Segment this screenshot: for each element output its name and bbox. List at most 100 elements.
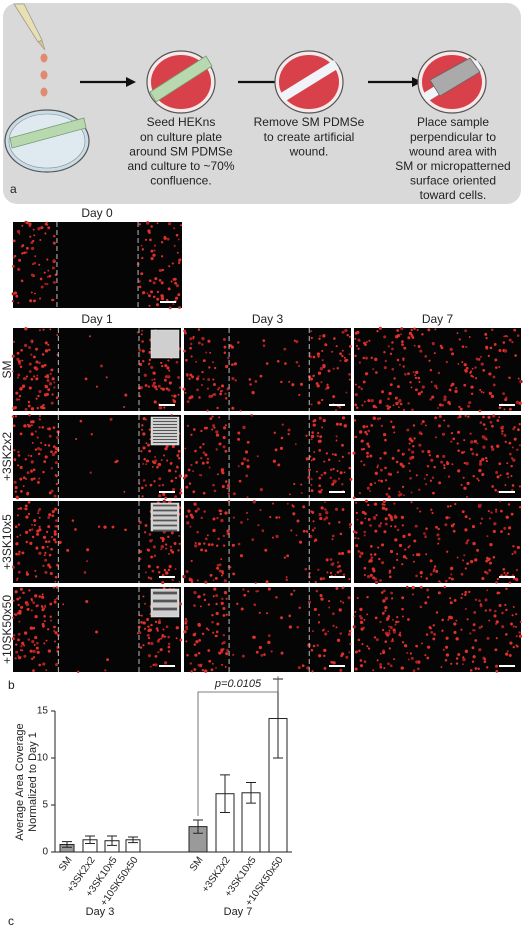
cell [396,528,400,532]
cell [32,263,34,265]
cell [162,499,166,503]
cell [382,650,386,655]
cell [310,478,313,481]
cell [198,639,202,642]
cell [55,632,57,635]
cell [412,554,415,556]
cell [50,467,53,470]
cell [166,237,170,241]
cell [492,414,496,418]
cell [498,416,501,419]
cell [470,385,474,389]
cell [326,386,330,390]
dish-sample [417,50,487,114]
cell [438,580,441,583]
cell [142,359,145,363]
error-bar [62,841,72,848]
cell [147,654,152,658]
cell [32,468,36,472]
cell [199,446,202,449]
cell [141,428,144,431]
cell [346,333,349,337]
cell [489,420,493,424]
cell [370,556,374,560]
error-bar [193,819,203,834]
cell [362,447,366,451]
cell [186,400,190,404]
cell [509,641,513,645]
cell [47,269,50,272]
cell [461,593,464,596]
cell [19,387,23,391]
cell [501,611,504,615]
cell [18,394,22,398]
cell [193,604,196,607]
cell [312,457,316,461]
cell [29,541,33,545]
sample-inset [150,502,180,532]
cell [148,279,152,283]
cell [140,450,143,453]
cell [250,414,253,417]
cell [153,554,157,558]
cell [283,347,287,351]
cell [252,635,256,639]
cell [13,613,17,616]
cell [379,620,382,624]
cell [391,425,395,429]
cell [362,425,366,429]
cell [257,590,260,593]
cell [74,528,77,531]
cell [28,528,32,532]
cell [18,398,21,401]
cell [144,484,148,487]
cell [158,638,161,641]
cell [51,514,55,518]
cell [298,606,301,609]
cell [104,669,107,672]
cell [15,294,19,298]
cell [171,488,176,492]
cell [259,508,262,512]
cell [490,445,494,449]
cell [20,645,23,648]
micrograph [354,587,521,672]
cell [505,515,509,519]
step-text: and culture to ~70% [127,159,234,173]
cell [275,534,279,539]
cell [464,649,469,653]
cell [307,600,312,604]
cell [265,362,269,365]
cell [224,392,227,395]
step-text: perpendicular to [410,130,496,144]
cell [173,244,176,247]
cell [320,381,323,384]
cell [362,463,366,467]
cell [341,508,345,511]
cell [479,421,483,424]
row-label: +3SK2x2 [0,432,14,481]
cell [190,463,193,467]
cell [256,455,259,458]
cell [136,331,140,334]
cell [430,508,433,511]
cell [390,591,394,595]
cell [513,437,517,441]
cell [429,398,432,401]
cell [51,452,56,457]
pipette [13,3,48,97]
cell [469,669,473,672]
cell [420,390,423,394]
cell [32,239,35,243]
cell [195,461,198,464]
cell [47,649,52,653]
cell [168,469,172,473]
cell [442,648,445,652]
cell [409,381,412,384]
cell [206,409,209,412]
cell [140,486,144,490]
cell [262,339,266,343]
cell [449,601,453,605]
cell [316,384,320,388]
cell [329,476,332,480]
